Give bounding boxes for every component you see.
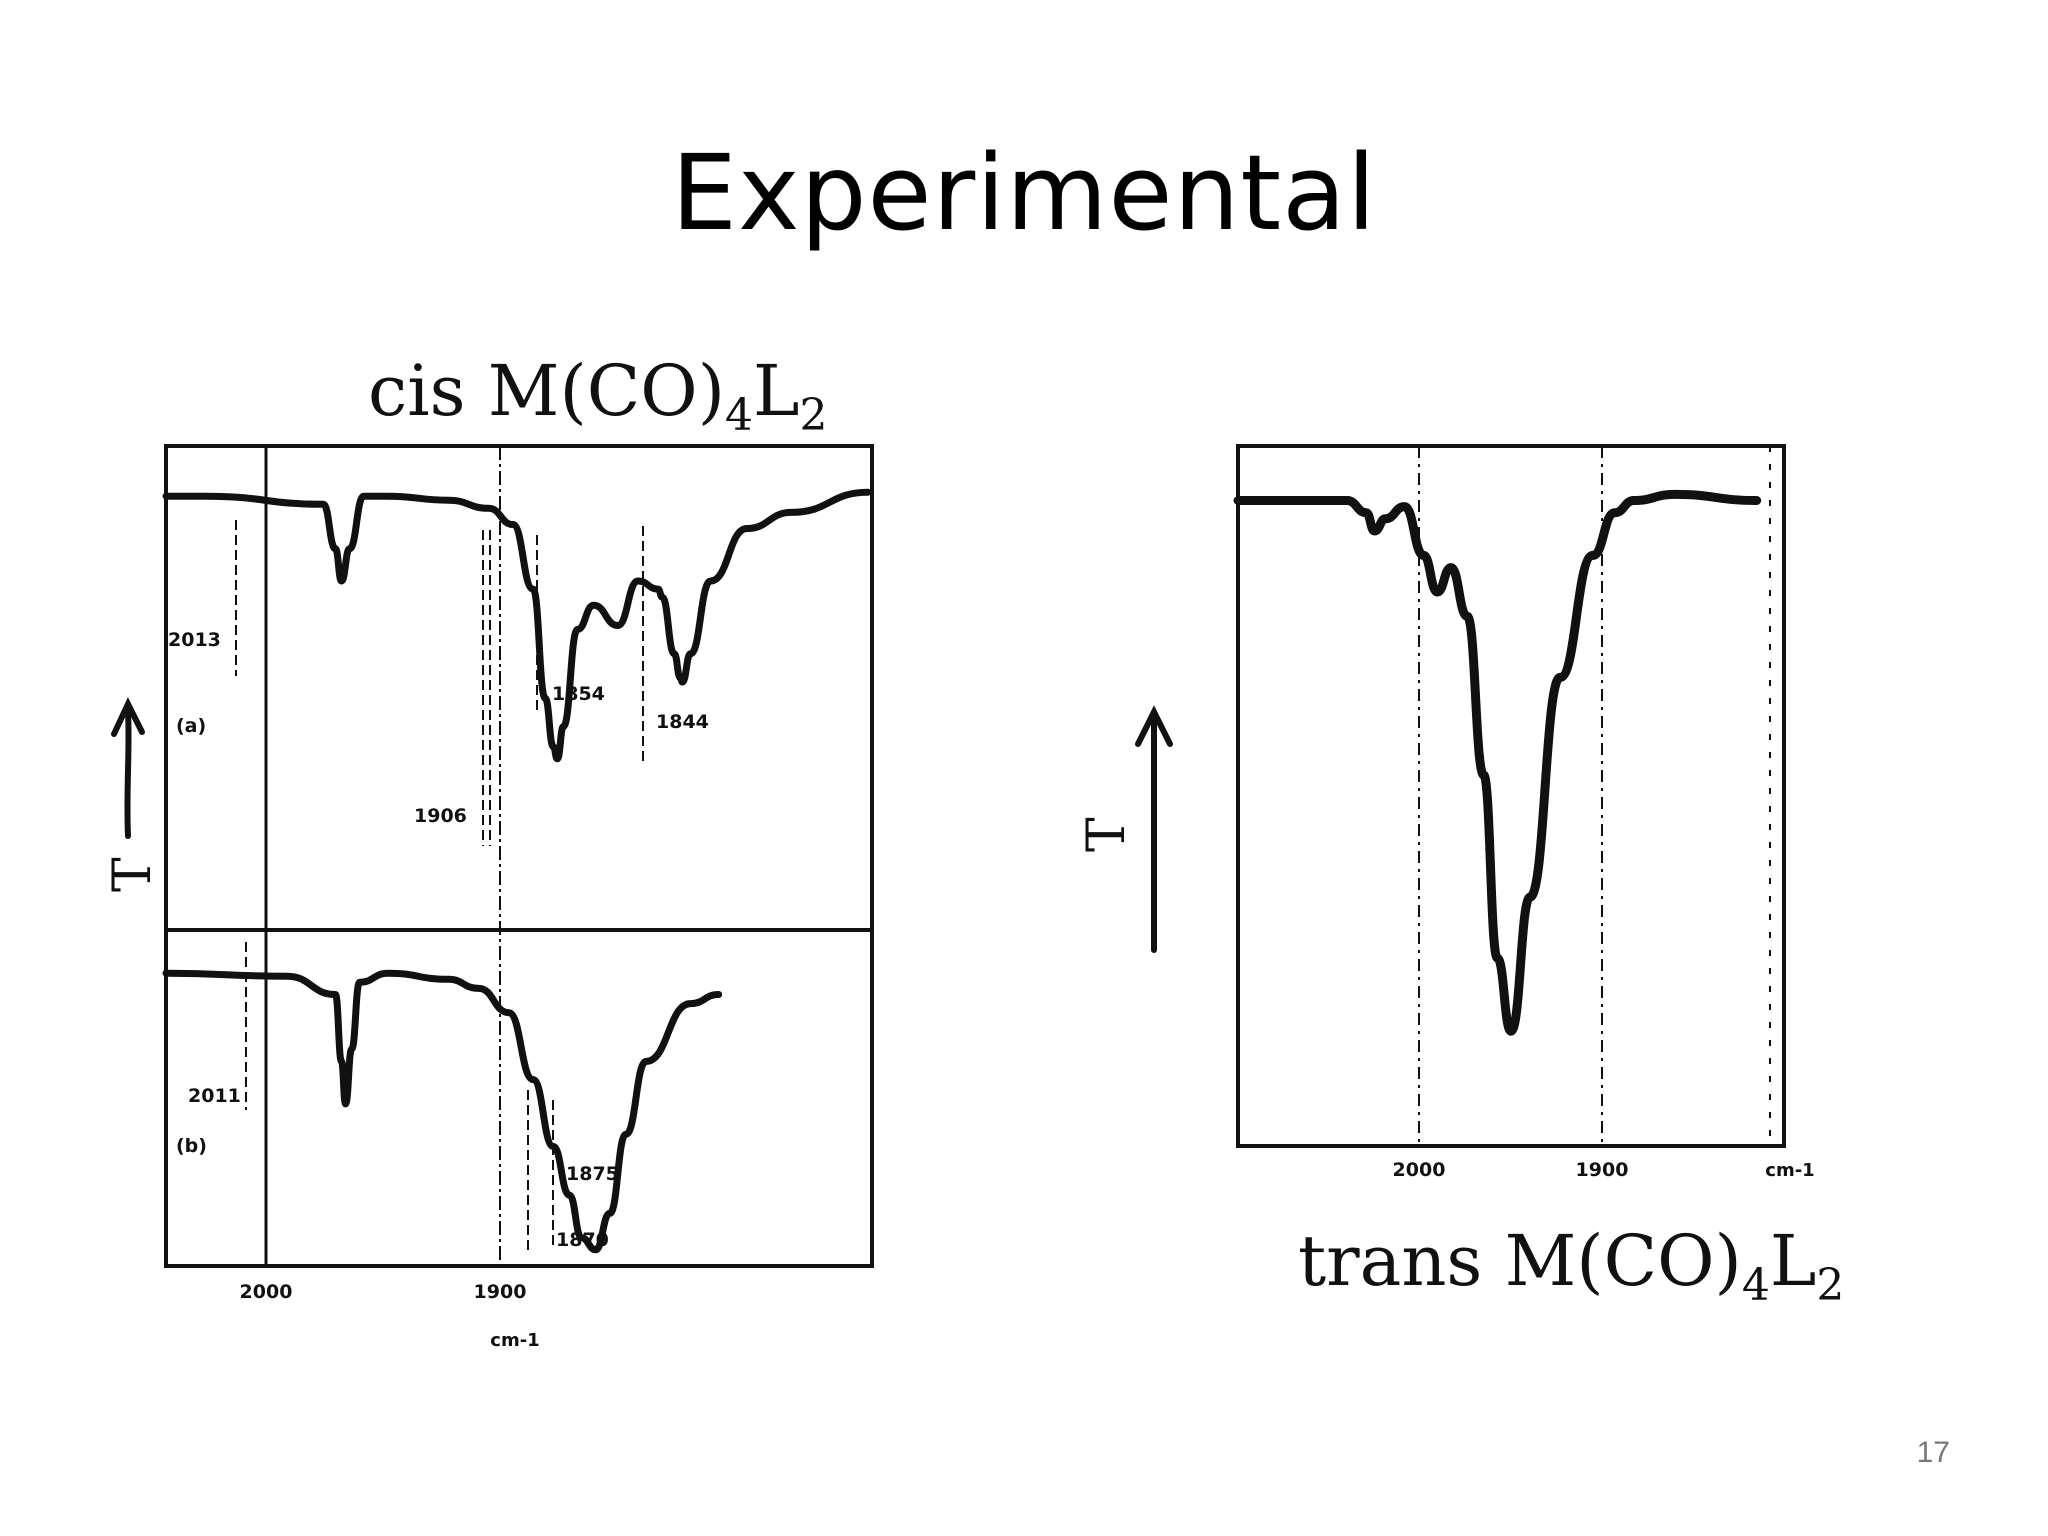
tick-labels: 2000 1900 cm-1 2000 1900 cm-1	[240, 1159, 1815, 1351]
cis-caption: cis M(CO)4L2	[368, 350, 828, 441]
peak-label-1870: 1870	[556, 1229, 609, 1251]
cis-caption-subscript: 4	[725, 390, 754, 441]
peak-label-1854: 1854	[552, 683, 605, 705]
cis-peak-labels: 2013 1906 1854 1844 2011 1875 1870 (a) (…	[168, 629, 709, 1251]
trace-letter-a: (a)	[176, 715, 206, 737]
trans-caption: trans M(CO)4L2	[1298, 1220, 1844, 1311]
cis-tick-2000: 2000	[240, 1281, 293, 1303]
peak-label-2011: 2011	[188, 1085, 241, 1107]
cis-peak-guides	[235, 520, 644, 1250]
series-line-cis-a	[162, 488, 872, 763]
cis-arrow-shaft	[124, 709, 132, 839]
peak-label-1906: 1906	[414, 805, 467, 827]
trans-panel-frame	[1236, 444, 1786, 1148]
cis-caption-suffix-sub: 2	[799, 390, 828, 441]
peak-label-1875: 1875	[566, 1163, 619, 1185]
trace-letter-b: (b)	[176, 1135, 207, 1157]
trans-caption-suffix-sub: 2	[1816, 1260, 1845, 1311]
cis-caption-prefix: cis M(CO)	[368, 350, 726, 432]
cis-unit-label: cm-1	[490, 1330, 539, 1351]
cis-y-axis-arrow	[111, 697, 145, 839]
series-line-cis-b	[162, 969, 723, 1254]
cis-tick-1900: 1900	[474, 1281, 527, 1303]
cis-y-axis-symbol: T	[103, 857, 163, 892]
series-line-trans	[1233, 489, 1762, 1036]
trans-tick-2000: 2000	[1393, 1159, 1446, 1181]
trans-caption-subscript: 4	[1741, 1260, 1770, 1311]
trans-y-axis-arrow	[1135, 705, 1173, 953]
trans-tick-1900: 1900	[1576, 1159, 1629, 1181]
trans-caption-suffix: L	[1769, 1220, 1817, 1302]
peak-label-1844: 1844	[656, 711, 709, 733]
peak-label-2013: 2013	[168, 629, 221, 651]
trans-y-axis-symbol: T	[1077, 817, 1137, 852]
trans-caption-prefix: trans M(CO)	[1298, 1220, 1742, 1302]
cis-panel-frame	[164, 444, 874, 1268]
cis-caption-suffix: L	[753, 350, 800, 432]
trans-panel	[1236, 444, 1786, 1148]
slide-number: 17	[1916, 1436, 1950, 1469]
slide-title: Experimental	[671, 131, 1377, 254]
cis-arrow-head	[111, 697, 145, 737]
trans-unit-label: cm-1	[1765, 1160, 1814, 1181]
cis-panel	[164, 444, 874, 1268]
trans-arrow-head	[1135, 705, 1173, 747]
